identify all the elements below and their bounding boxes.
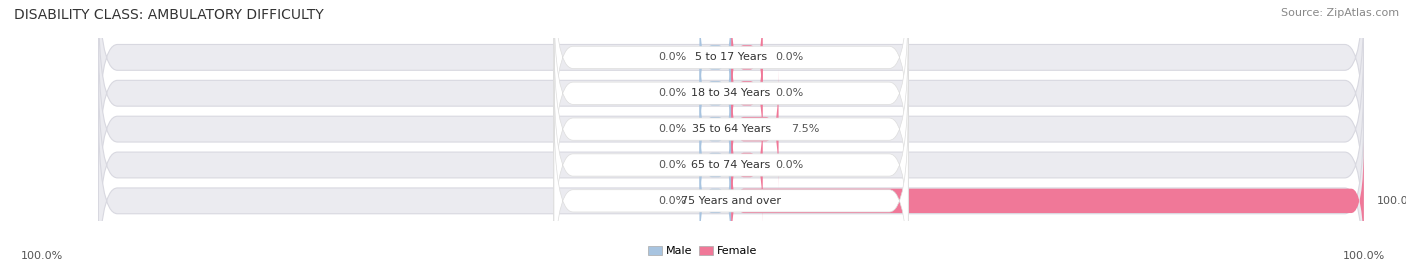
Text: 100.0%: 100.0% (1343, 251, 1385, 261)
Text: 100.0%: 100.0% (1376, 196, 1406, 206)
FancyBboxPatch shape (731, 70, 779, 189)
Text: 0.0%: 0.0% (776, 160, 804, 170)
Text: Source: ZipAtlas.com: Source: ZipAtlas.com (1281, 8, 1399, 18)
Text: 35 to 64 Years: 35 to 64 Years (692, 124, 770, 134)
Text: 75 Years and over: 75 Years and over (681, 196, 782, 206)
Text: 65 to 74 Years: 65 to 74 Years (692, 160, 770, 170)
FancyBboxPatch shape (98, 0, 1364, 188)
FancyBboxPatch shape (699, 0, 731, 117)
Text: 0.0%: 0.0% (658, 88, 686, 98)
FancyBboxPatch shape (98, 0, 1364, 152)
Text: 0.0%: 0.0% (658, 52, 686, 62)
FancyBboxPatch shape (731, 0, 762, 117)
FancyBboxPatch shape (98, 106, 1364, 269)
FancyBboxPatch shape (699, 70, 731, 189)
Text: 0.0%: 0.0% (658, 124, 686, 134)
Text: 7.5%: 7.5% (792, 124, 820, 134)
FancyBboxPatch shape (98, 34, 1364, 224)
FancyBboxPatch shape (731, 34, 762, 153)
FancyBboxPatch shape (554, 33, 908, 226)
Text: 18 to 34 Years: 18 to 34 Years (692, 88, 770, 98)
Text: 5 to 17 Years: 5 to 17 Years (695, 52, 768, 62)
FancyBboxPatch shape (699, 105, 731, 225)
Text: 0.0%: 0.0% (658, 160, 686, 170)
Text: 0.0%: 0.0% (658, 196, 686, 206)
FancyBboxPatch shape (699, 34, 731, 153)
FancyBboxPatch shape (731, 141, 1364, 260)
FancyBboxPatch shape (554, 0, 908, 154)
FancyBboxPatch shape (554, 104, 908, 269)
FancyBboxPatch shape (554, 0, 908, 190)
FancyBboxPatch shape (98, 70, 1364, 260)
FancyBboxPatch shape (554, 69, 908, 261)
Text: 0.0%: 0.0% (776, 52, 804, 62)
Text: DISABILITY CLASS: AMBULATORY DIFFICULTY: DISABILITY CLASS: AMBULATORY DIFFICULTY (14, 8, 323, 22)
FancyBboxPatch shape (731, 105, 762, 225)
FancyBboxPatch shape (699, 141, 731, 260)
Legend: Male, Female: Male, Female (644, 241, 762, 261)
Text: 100.0%: 100.0% (21, 251, 63, 261)
Text: 0.0%: 0.0% (776, 88, 804, 98)
